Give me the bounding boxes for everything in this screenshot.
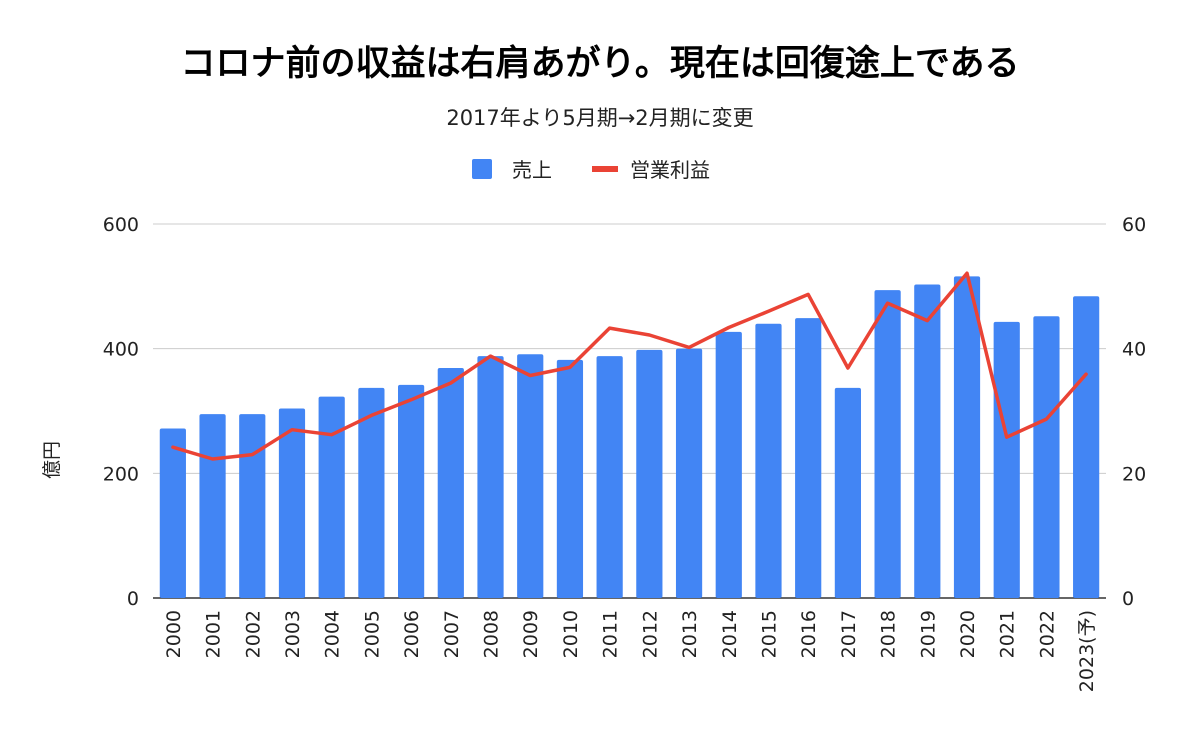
x-tick-label: 2008 bbox=[481, 610, 503, 658]
bars-series bbox=[160, 276, 1099, 598]
left-tick-label: 200 bbox=[103, 463, 139, 485]
x-tick-label: 2010 bbox=[560, 610, 582, 658]
bar-2019 bbox=[914, 284, 940, 598]
bar-2011 bbox=[597, 356, 623, 598]
x-tick-label: 2021 bbox=[997, 610, 1019, 658]
bar-2016 bbox=[795, 318, 821, 598]
bar-2014 bbox=[716, 332, 742, 598]
bar-2012 bbox=[636, 350, 662, 598]
x-tick-label: 2000 bbox=[163, 610, 185, 658]
bar-2020 bbox=[954, 276, 980, 598]
bar-2022 bbox=[1033, 316, 1059, 598]
bar-2021 bbox=[994, 322, 1020, 598]
legend: 売上 営業利益 bbox=[472, 158, 710, 182]
legend-label-operating-profit: 営業利益 bbox=[630, 158, 710, 182]
bar-2018 bbox=[875, 290, 901, 598]
bar-2008 bbox=[477, 356, 503, 598]
bar-2007 bbox=[438, 368, 464, 598]
x-tick-label: 2011 bbox=[600, 610, 622, 658]
x-tick-label: 2007 bbox=[441, 610, 463, 658]
left-tick-label: 0 bbox=[127, 588, 139, 610]
right-tick-label: 20 bbox=[1122, 463, 1146, 485]
x-tick-label: 2002 bbox=[242, 610, 264, 658]
chart-title: コロナ前の収益は右肩あがり。現在は回復途上である bbox=[181, 43, 1020, 84]
x-tick-label: 2005 bbox=[361, 610, 383, 658]
legend-swatch-operating-profit bbox=[592, 166, 618, 172]
y-axis-title: 億円 bbox=[41, 441, 63, 479]
legend-swatch-sales bbox=[472, 159, 492, 179]
x-tick-label: 2015 bbox=[759, 610, 781, 658]
x-axis-tick-labels: 2000 2001 2002 2003 2004 2005 2006 2007 2008 2009… bbox=[163, 610, 1098, 692]
x-tick-label: 2009 bbox=[520, 610, 542, 658]
x-tick-label: 2004 bbox=[322, 610, 344, 658]
legend-label-sales: 売上 bbox=[512, 158, 552, 182]
x-tick-label: 2019 bbox=[917, 610, 939, 658]
left-tick-label: 600 bbox=[103, 214, 139, 236]
x-tick-label: 2016 bbox=[798, 610, 820, 658]
x-tick-label: 2017 bbox=[838, 610, 860, 658]
bar-2015 bbox=[755, 324, 781, 598]
right-tick-label: 40 bbox=[1122, 339, 1146, 361]
bar-2023(予) bbox=[1073, 296, 1099, 598]
x-tick-label: 2013 bbox=[679, 610, 701, 658]
bar-2006 bbox=[398, 385, 424, 598]
bar-2002 bbox=[239, 414, 265, 598]
right-axis-ticks: 0 20 40 60 bbox=[1122, 214, 1146, 610]
left-axis-ticks: 0 200 400 600 bbox=[103, 214, 139, 610]
x-tick-label: 2003 bbox=[282, 610, 304, 658]
line-series bbox=[173, 273, 1086, 459]
bar-2010 bbox=[557, 360, 583, 598]
bar-2001 bbox=[199, 414, 225, 598]
x-tick-label: 2014 bbox=[719, 610, 741, 658]
x-tick-label: 2022 bbox=[1036, 610, 1058, 658]
chart-subtitle: 2017年より5月期→2月期に変更 bbox=[446, 106, 753, 130]
x-tick-label: 2012 bbox=[639, 610, 661, 658]
bar-2009 bbox=[517, 354, 543, 598]
x-tick-label: 2023(予) bbox=[1076, 610, 1098, 692]
left-tick-label: 400 bbox=[103, 339, 139, 361]
operating-profit-line bbox=[173, 273, 1086, 459]
x-tick-label: 2020 bbox=[957, 610, 979, 658]
bar-2017 bbox=[835, 388, 861, 598]
bar-2004 bbox=[319, 397, 345, 598]
bar-2013 bbox=[676, 349, 702, 598]
right-tick-label: 0 bbox=[1122, 588, 1134, 610]
bar-2000 bbox=[160, 428, 186, 598]
x-tick-label: 2001 bbox=[203, 610, 225, 658]
right-tick-label: 60 bbox=[1122, 214, 1146, 236]
x-tick-label: 2006 bbox=[401, 610, 423, 658]
x-tick-label: 2018 bbox=[878, 610, 900, 658]
